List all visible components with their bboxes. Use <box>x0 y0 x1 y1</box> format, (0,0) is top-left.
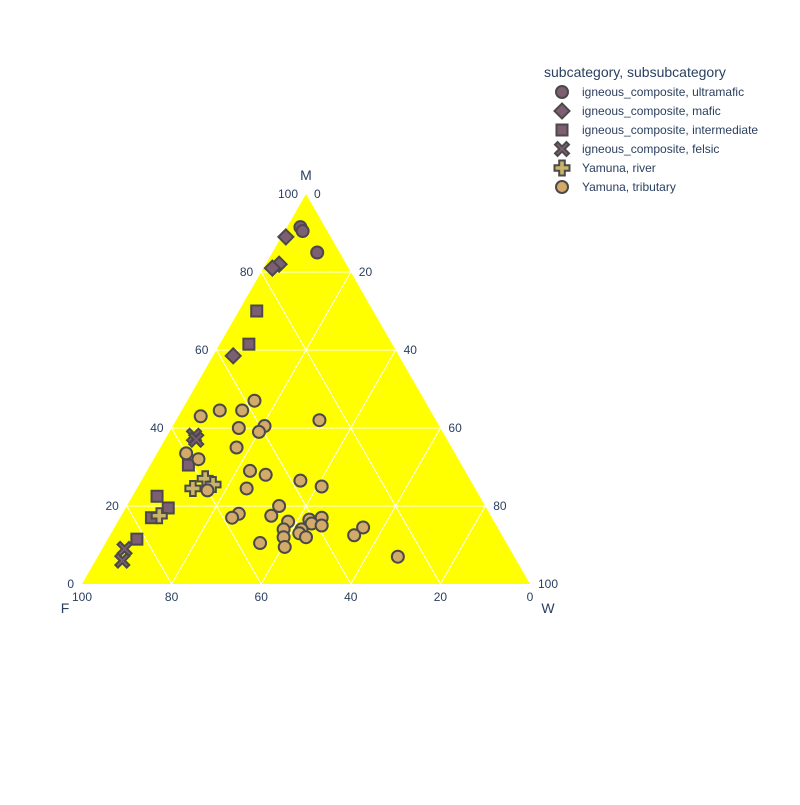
data-point <box>116 540 133 558</box>
tick-label-w: 60 <box>448 421 462 435</box>
data-point <box>390 549 405 564</box>
legend-marker <box>555 85 569 99</box>
tick-label-f: 20 <box>434 590 448 604</box>
legend-item[interactable]: igneous_composite, mafic <box>553 102 721 120</box>
tick-label-f: 100 <box>72 590 92 604</box>
data-point <box>295 224 310 239</box>
data-point <box>242 337 256 351</box>
legend-label: Yamuna, tributary <box>582 180 676 194</box>
legend-item[interactable]: Yamuna, tributary <box>555 180 676 194</box>
legend-label: igneous_composite, ultramafic <box>582 85 744 99</box>
legend-item[interactable]: igneous_composite, ultramafic <box>555 85 744 99</box>
data-point <box>258 467 273 482</box>
tick-label-w: 20 <box>359 265 373 279</box>
axis-title-m: M <box>300 167 312 183</box>
tick-label-f: 0 <box>527 590 534 604</box>
data-point <box>193 409 208 424</box>
data-point <box>184 479 202 497</box>
series-0 <box>293 220 325 260</box>
data-point <box>299 530 313 545</box>
data-point <box>293 473 308 488</box>
data-point <box>212 403 227 418</box>
legend-item[interactable]: Yamuna, river <box>553 159 656 177</box>
legend-title: subcategory, subsubcategory <box>544 64 726 80</box>
series-1 <box>224 227 295 365</box>
data-point <box>272 499 287 513</box>
data-point <box>204 476 222 494</box>
data-point <box>200 483 215 498</box>
data-point <box>250 304 264 318</box>
data-point <box>231 421 246 435</box>
data-point <box>347 528 362 543</box>
legend-label: igneous_composite, mafic <box>582 104 721 118</box>
tick-label-m: 0 <box>67 577 74 591</box>
grid-line-w <box>439 505 486 585</box>
data-point <box>264 508 279 523</box>
data-point <box>113 552 131 570</box>
axis-title-f: F <box>61 600 70 616</box>
grid-line-w <box>350 427 441 585</box>
data-point <box>130 532 144 546</box>
legend-marker <box>553 159 571 177</box>
data-point <box>179 446 194 461</box>
legend-item[interactable]: igneous_composite, felsic <box>553 140 719 158</box>
legend-item[interactable]: igneous_composite, intermediate <box>555 123 759 137</box>
grid-line-f <box>126 505 173 585</box>
tick-label-w: 80 <box>493 499 507 513</box>
legend[interactable]: subcategory, subsubcategory igneous_comp… <box>544 64 758 194</box>
data-point <box>187 431 205 449</box>
tick-label-m: 40 <box>150 421 164 435</box>
data-point <box>263 259 282 278</box>
tick-label-w: 40 <box>404 343 418 357</box>
data-point <box>310 245 325 260</box>
data-point <box>150 507 168 525</box>
legend-marker <box>555 180 569 194</box>
legend-marker <box>553 102 571 120</box>
data-point <box>276 227 295 246</box>
data-point <box>150 489 164 503</box>
legend-label: igneous_composite, felsic <box>582 142 719 156</box>
series-5 <box>179 393 405 564</box>
legend-items[interactable]: igneous_composite, ultramafic igneous_com… <box>553 85 759 194</box>
legend-marker <box>555 123 569 137</box>
data-point <box>253 536 268 551</box>
data-point <box>224 346 243 365</box>
tick-label-m: 20 <box>105 499 119 513</box>
tick-label-m: 60 <box>195 343 209 357</box>
series-3 <box>113 427 205 570</box>
data-point <box>356 520 371 535</box>
axis-title-w: W <box>541 600 555 616</box>
data-point <box>314 479 329 494</box>
tick-label-w: 100 <box>538 577 558 591</box>
tick-label-f: 80 <box>165 590 179 604</box>
grid-line-f <box>215 349 352 585</box>
tick-label-w: 0 <box>314 187 321 201</box>
data-point <box>243 463 257 478</box>
legend-marker <box>553 140 571 158</box>
data-point <box>191 452 206 467</box>
data-point <box>235 403 250 418</box>
data-point <box>229 440 244 455</box>
data-point <box>161 501 175 515</box>
data-point <box>277 539 292 554</box>
data-point <box>239 481 254 496</box>
data-point <box>225 510 240 525</box>
data-point <box>247 393 262 408</box>
data-point <box>312 413 327 428</box>
data-point <box>314 518 329 533</box>
legend-label: Yamuna, river <box>582 161 656 175</box>
tick-label-m: 100 <box>278 187 298 201</box>
legend-label: igneous_composite, intermediate <box>582 123 758 137</box>
tick-label-f: 60 <box>255 590 269 604</box>
data-point <box>251 424 266 439</box>
tick-label-m: 80 <box>240 265 254 279</box>
tick-label-f: 40 <box>344 590 358 604</box>
data-markers <box>113 220 405 570</box>
